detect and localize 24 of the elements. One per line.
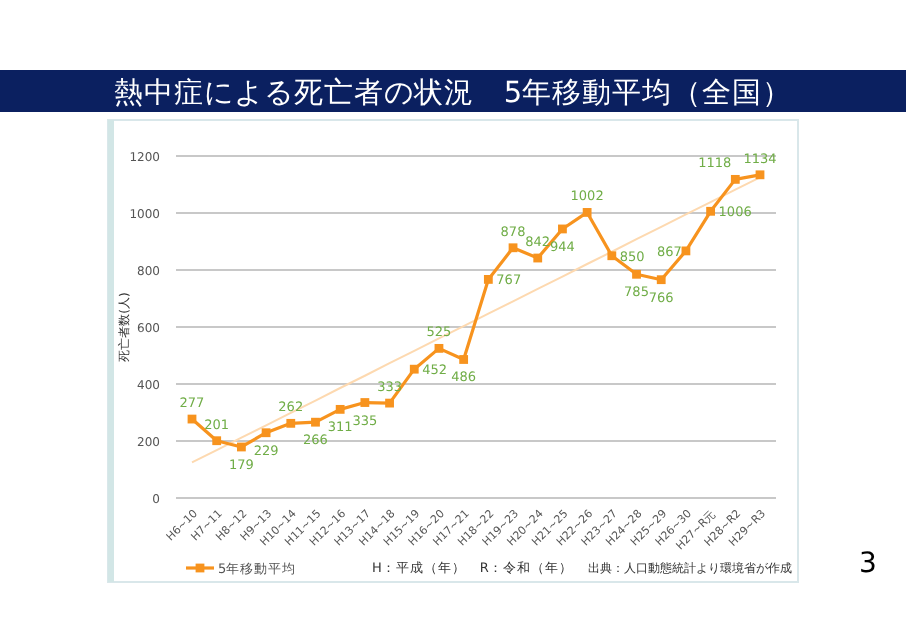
point [706, 206, 716, 216]
point [582, 208, 592, 217]
chart-title: 熱中症による死亡者の状況 5年移動平均（全国） [113, 76, 793, 110]
point [385, 398, 394, 408]
point [409, 364, 419, 374]
point [286, 418, 296, 428]
point [508, 243, 518, 253]
point [434, 343, 444, 353]
point [730, 174, 740, 184]
point [212, 436, 222, 446]
point [656, 275, 666, 285]
point [533, 253, 543, 263]
point [311, 417, 320, 427]
text: 3 [859, 548, 877, 580]
point [335, 404, 345, 414]
point [755, 170, 765, 180]
point [607, 251, 617, 261]
point [360, 398, 370, 407]
point [459, 355, 469, 364]
point [632, 269, 641, 279]
point [236, 442, 246, 452]
point [261, 428, 271, 438]
point [558, 224, 567, 234]
point [483, 275, 493, 284]
